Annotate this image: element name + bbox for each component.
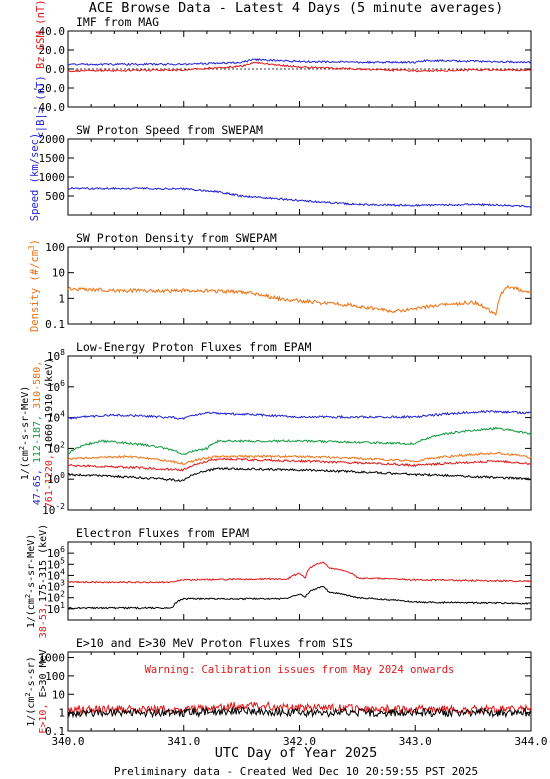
- y-tick-label: 102: [47, 590, 65, 605]
- y-axis-label-line: 47-65, 112-187, 310-580,: [32, 361, 43, 506]
- y-axis-label: Density (#/cm3): [27, 239, 41, 332]
- y-tick-label: 10: [52, 267, 65, 280]
- y-tick-label: 102: [47, 440, 65, 455]
- y-axis-label: Speed (km/sec): [29, 133, 41, 222]
- panel-2: 500 1000 1500 2000 SW Proton Speed from SWEP…: [29, 123, 532, 222]
- y-tick-label: 103: [47, 579, 65, 594]
- y-tick-label: 104: [47, 410, 65, 425]
- x-tick-label: 341.0: [167, 735, 200, 748]
- plot-frame: [67, 246, 532, 325]
- plot-frame: [67, 138, 532, 216]
- y-tick-label: 1500: [39, 152, 66, 165]
- y-tick-label: 101: [47, 601, 65, 616]
- panel-title: Electron Fluxes from EPAM: [76, 526, 249, 540]
- y-tick-label: -20.0: [32, 82, 65, 95]
- x-axis-label: UTC Day of Year 2025: [215, 745, 378, 761]
- series-line-speed: [67, 186, 532, 208]
- y-axis-label-line: 38-53,175-315 (keV): [38, 524, 49, 638]
- y-tick-label: 0.1: [45, 725, 65, 738]
- x-tick-label: 342.0: [283, 735, 316, 748]
- series-line-density: [67, 284, 532, 317]
- y-axis-label: <|B|> (nT) Bz GSM (nT): [35, 0, 47, 139]
- panel-6: 0.1 1 10 100 1000 E>10 and E>30 MeV Proton Fl…: [24, 636, 548, 748]
- y-axis-label-line: 1/(cm2-s-sr-MeV): [24, 534, 37, 629]
- panels: -40.0 -20.0 0.0 20.0 40.0 IMF from MAG <|B|> (…: [18, 0, 548, 748]
- y-tick-label: 1: [58, 292, 65, 305]
- y-tick-label: 1: [58, 707, 65, 720]
- calibration-warning: Warning: Calibration issues from May 202…: [145, 664, 455, 676]
- panel-title: E>10 and E>30 MeV Proton Fluxes from SIS: [76, 636, 353, 650]
- y-tick-label: 2000: [39, 133, 66, 146]
- y-tick-label: 105: [47, 556, 65, 571]
- y-tick-label: 0.0: [45, 63, 65, 76]
- series-line-Bt: [67, 58, 532, 66]
- x-tick-label: 344.0: [514, 735, 547, 748]
- y-axis-label-line: 1/(cm2-s-sr): [24, 656, 37, 726]
- footer-note: Preliminary data - Created Wed Dec 10 20…: [114, 765, 478, 778]
- y-axis-label-line: 761-1220, 1060-1910 (keV): [44, 358, 55, 509]
- y-tick-label: 106: [47, 545, 65, 560]
- panel-title: Low-Energy Proton Fluxes from EPAM: [76, 340, 311, 354]
- panel-title: SW Proton Density from SWEPAM: [76, 231, 277, 245]
- series-line-gt10: [67, 700, 532, 716]
- x-tick-label: 340.0: [51, 735, 84, 748]
- y-tick-label: -40.0: [32, 101, 65, 114]
- panel-title: IMF from MAG: [76, 15, 159, 29]
- panel-3: 0.1 1 10 100 SW Proton Density from SWEPAM De…: [27, 231, 532, 332]
- y-axis-label-line: 1/(cm2-s-sr-MeV): [18, 386, 31, 481]
- series-line-p47: [67, 409, 532, 420]
- series-line-p112: [67, 426, 532, 455]
- series-line-Bz: [67, 61, 532, 73]
- figure-title: ACE Browse Data - Latest 4 Days (5 minut…: [89, 0, 504, 16]
- series-line-e38: [67, 561, 532, 584]
- series-line-p761: [67, 457, 532, 472]
- series-line-p1060: [67, 466, 532, 482]
- y-tick-label: 1000: [39, 171, 66, 184]
- y-tick-label: 100: [45, 241, 65, 254]
- y-tick-label: 0.1: [45, 318, 65, 331]
- panel-4: 10-2 100 102 104 106 108 Low-Energy Proton Flu…: [18, 340, 532, 517]
- y-tick-label: 20.0: [39, 44, 66, 57]
- y-tick-label: 108: [47, 348, 65, 363]
- panel-title: SW Proton Speed from SWEPAM: [76, 123, 263, 137]
- series-line-gt30: [67, 706, 532, 719]
- x-tick-label: 343.0: [399, 735, 432, 748]
- panel-1: -40.0 -20.0 0.0 20.0 40.0 IMF from MAG <|B|> (…: [32, 0, 532, 139]
- y-tick-label: 500: [45, 190, 65, 203]
- y-tick-label: 40.0: [39, 25, 66, 38]
- y-tick-label: 106: [47, 379, 65, 394]
- y-axis-label-line: E>10, E>30 MeV: [38, 649, 49, 733]
- y-tick-label: 10: [52, 688, 65, 701]
- y-tick-label: 100: [47, 471, 65, 486]
- series-line-p310: [67, 451, 532, 465]
- series-line-e175: [67, 585, 532, 610]
- y-tick-label: 10-2: [42, 502, 65, 517]
- y-tick-label: 104: [47, 567, 65, 582]
- y-tick-label: 100: [45, 670, 65, 683]
- plot-frame: [67, 355, 532, 511]
- y-tick-label: 1000: [39, 652, 66, 665]
